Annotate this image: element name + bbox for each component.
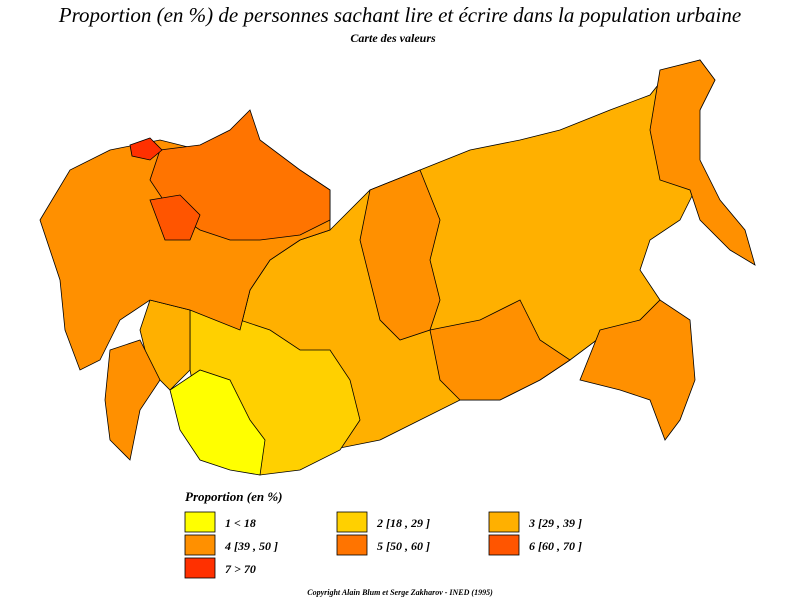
legend-label: 3 [29 , 39 ] <box>528 516 582 530</box>
legend: Proportion (en %) 1 < 18 2 [18 , 29 ] 3 [2… <box>184 489 582 579</box>
legend-swatch <box>336 534 368 556</box>
legend-swatch <box>488 534 520 556</box>
region <box>129 137 163 161</box>
legend-label: 7 > 70 <box>225 562 256 576</box>
legend-label: 6 [60 , 70 ] <box>529 539 582 553</box>
region <box>429 299 571 401</box>
legend-label: 5 [50 , 60 ] <box>377 539 430 553</box>
legend-label: 2 [18 , 29 ] <box>376 516 430 530</box>
region <box>104 339 161 461</box>
region <box>649 59 756 266</box>
legend-swatch <box>184 557 216 579</box>
legend-swatch <box>336 511 368 533</box>
copyright: Copyright Alain Blum et Serge Zakharov -… <box>307 588 493 597</box>
region <box>149 194 201 241</box>
legend-swatch <box>488 511 520 533</box>
title: Proportion (en %) de personnes sachant l… <box>58 3 741 27</box>
region <box>579 299 696 441</box>
legend-label: 4 [39 , 50 ] <box>224 539 278 553</box>
legend-label: 1 < 18 <box>225 516 256 530</box>
region <box>169 369 266 476</box>
legend-swatch <box>184 534 216 556</box>
map <box>39 59 756 476</box>
legend-title: Proportion (en %) <box>185 489 283 504</box>
legend-swatch <box>184 511 216 533</box>
subtitle: Carte des valeurs <box>350 31 436 45</box>
